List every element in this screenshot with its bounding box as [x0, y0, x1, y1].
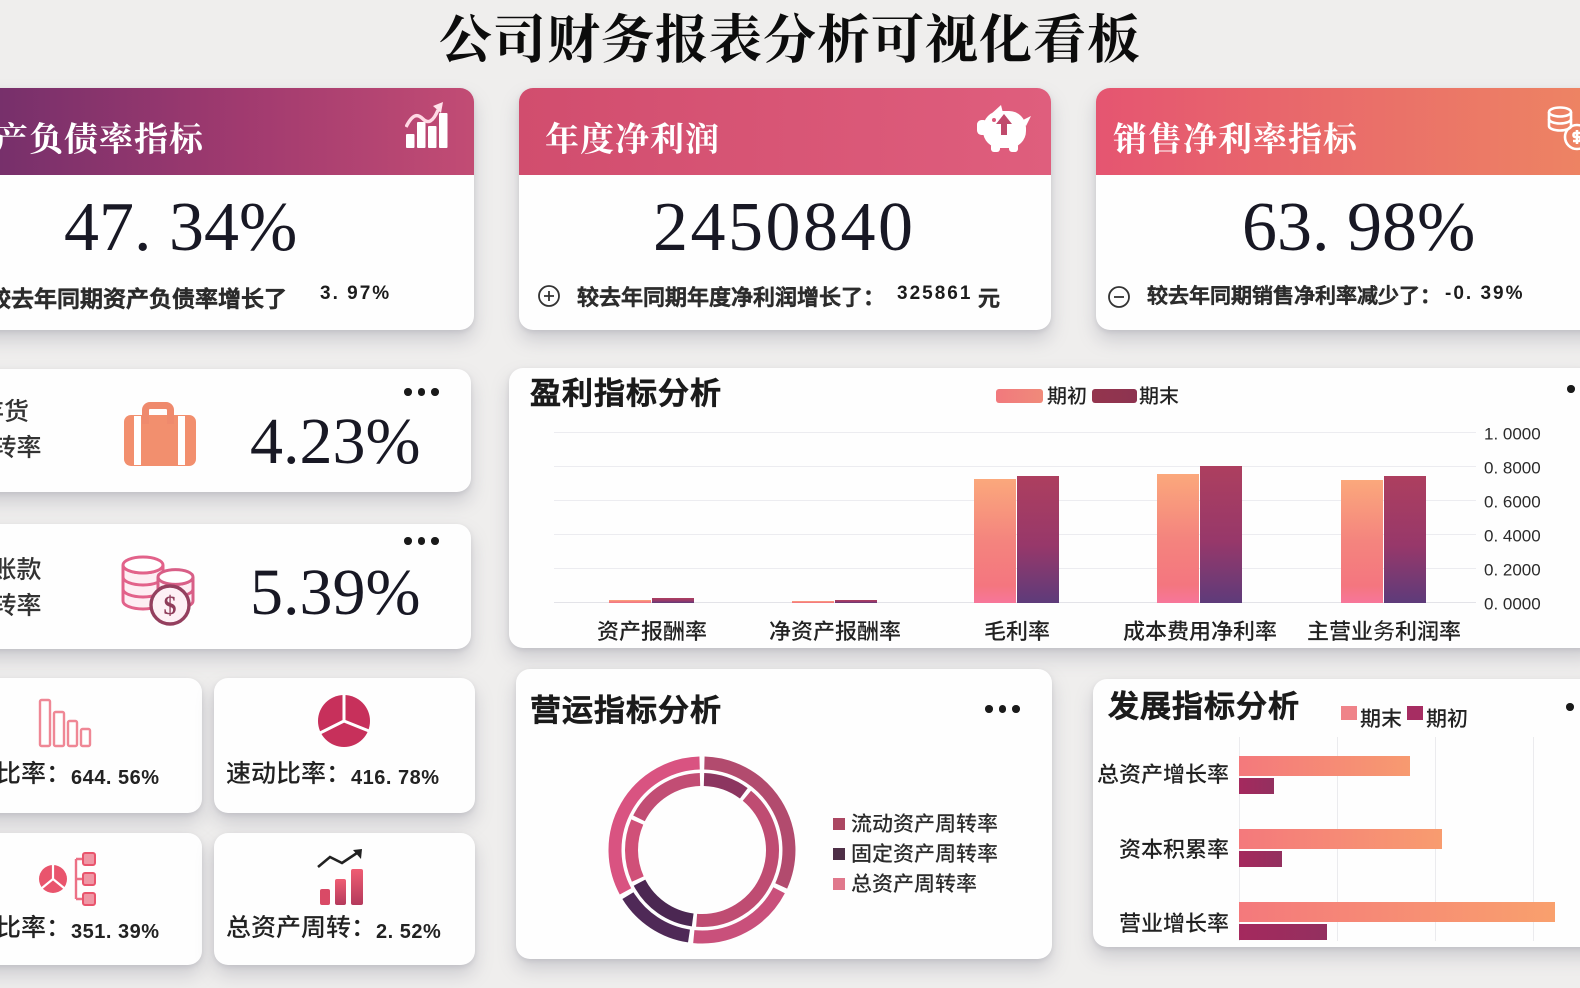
svg-text:$: $ [164, 591, 177, 620]
